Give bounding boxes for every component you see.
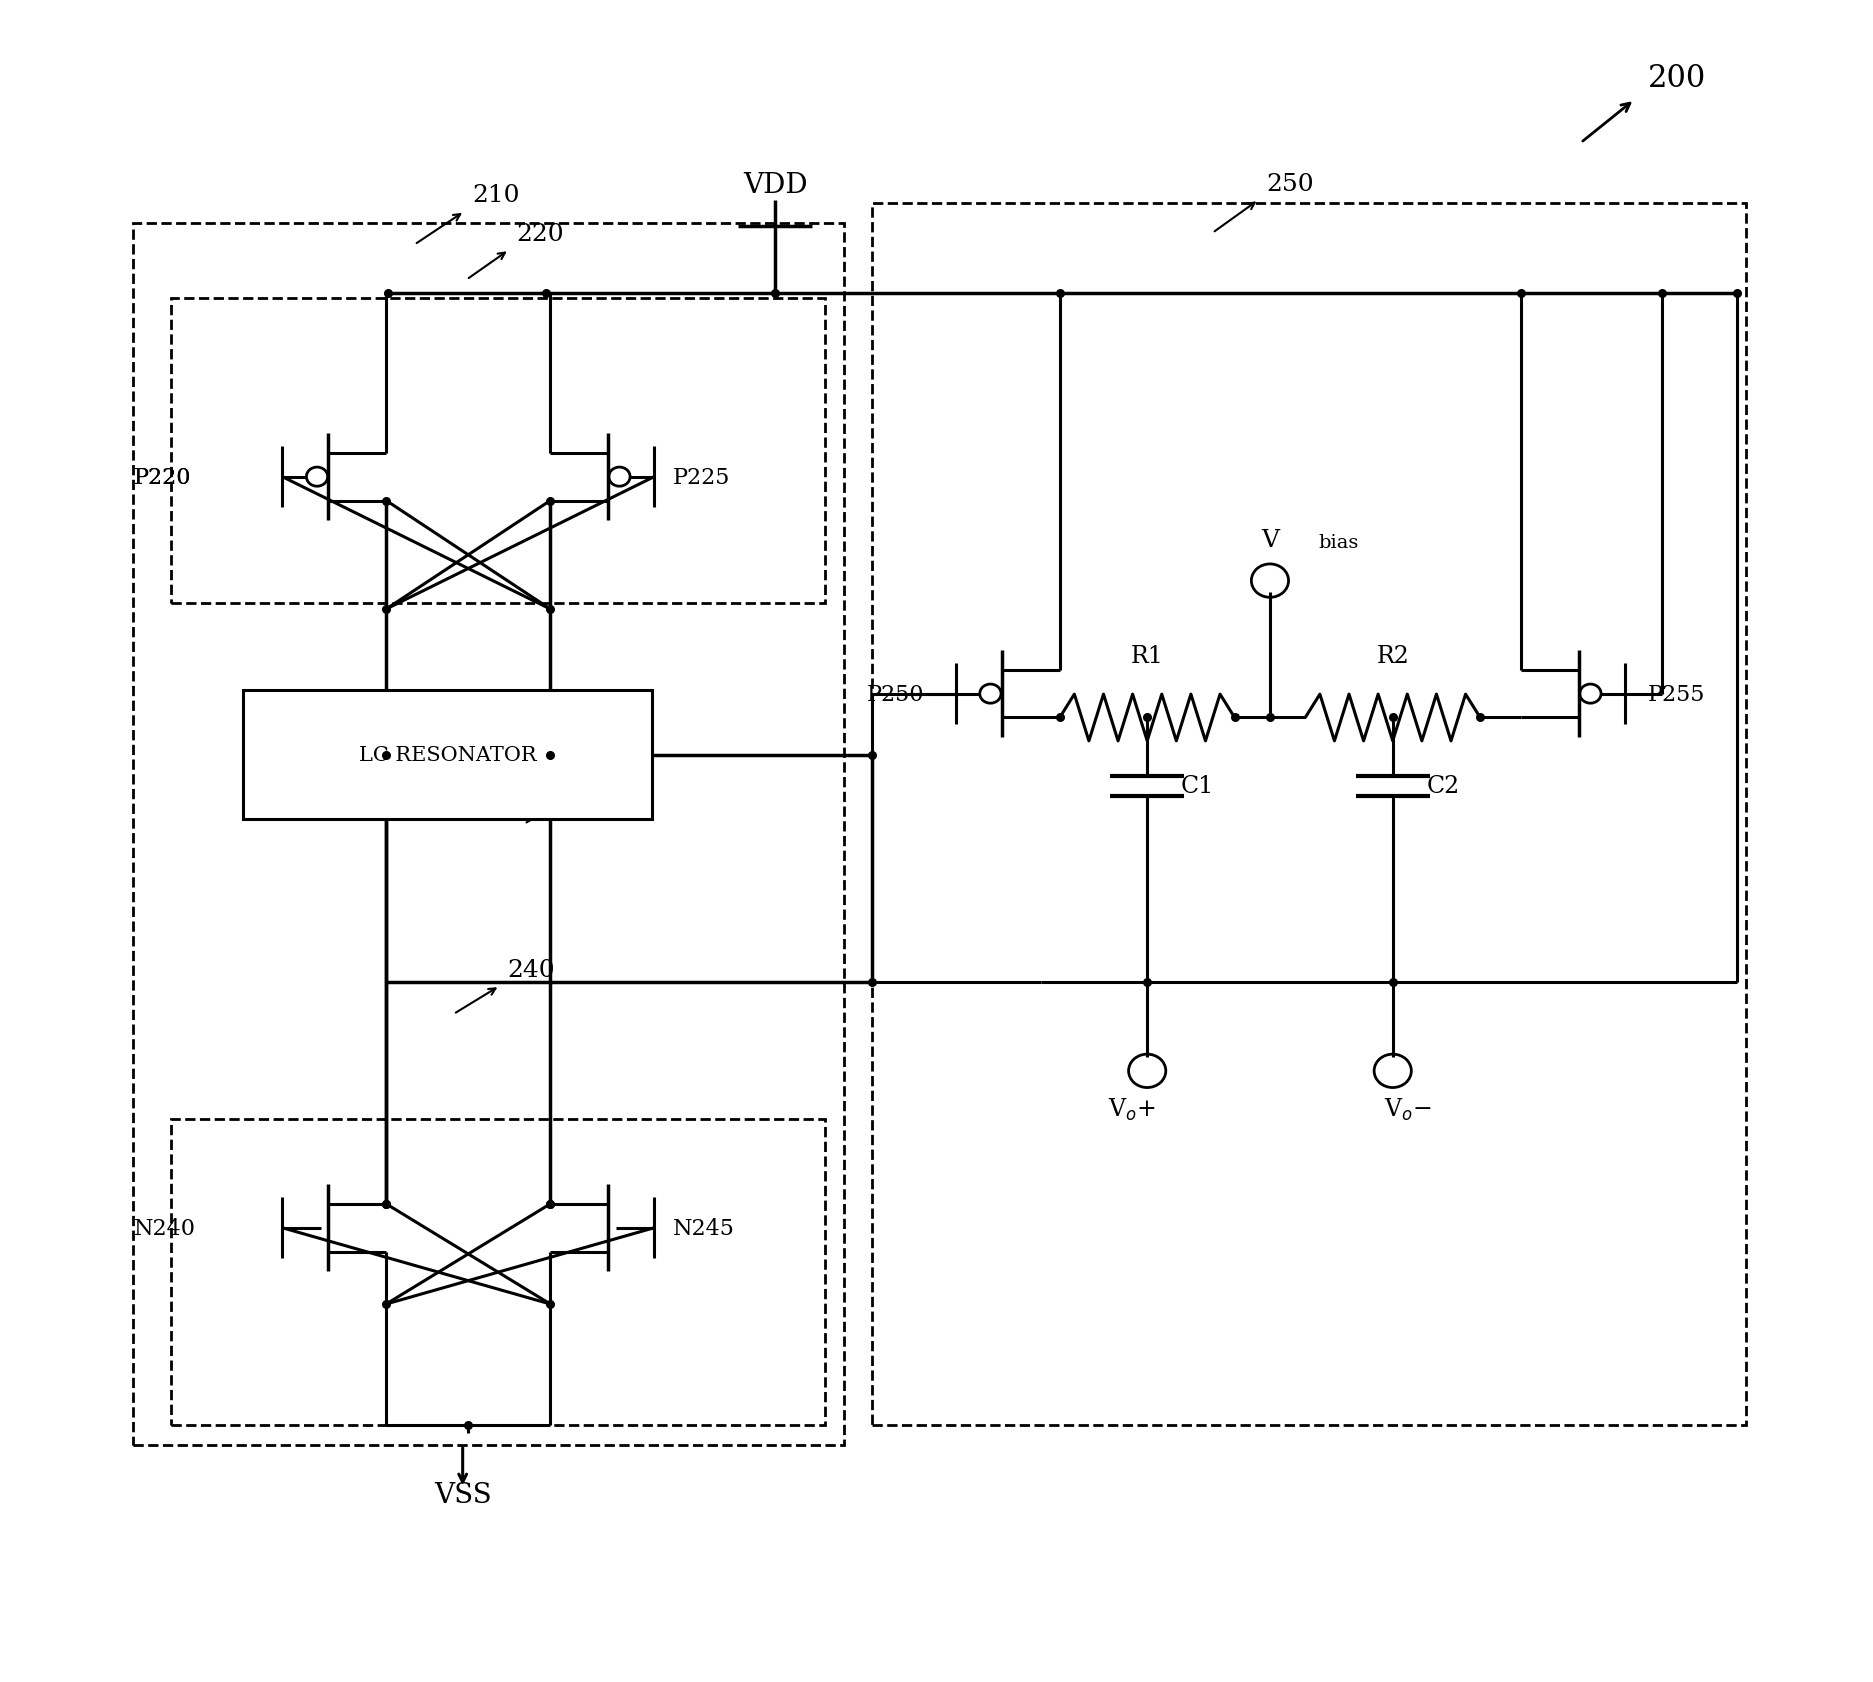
Text: LC RESONATOR: LC RESONATOR bbox=[360, 745, 536, 765]
Text: P220: P220 bbox=[133, 466, 191, 488]
Bar bbox=[133, 224, 843, 1445]
Text: C2: C2 bbox=[1425, 775, 1459, 797]
Text: 220: 220 bbox=[517, 222, 564, 246]
Bar bbox=[170, 299, 824, 604]
Text: N245: N245 bbox=[672, 1218, 734, 1240]
Text: P250: P250 bbox=[865, 683, 923, 705]
Text: P225: P225 bbox=[672, 466, 730, 488]
Text: bias: bias bbox=[1317, 533, 1358, 552]
Text: P255: P255 bbox=[1646, 683, 1704, 705]
Text: V$_o$−: V$_o$− bbox=[1382, 1097, 1431, 1122]
Text: 200: 200 bbox=[1646, 62, 1704, 94]
Text: V: V bbox=[1261, 528, 1277, 552]
Text: 240: 240 bbox=[508, 959, 554, 981]
Text: P220: P220 bbox=[133, 466, 191, 488]
Text: R2: R2 bbox=[1375, 644, 1408, 668]
Text: 230: 230 bbox=[581, 769, 629, 791]
Bar bbox=[170, 1120, 824, 1425]
Text: VDD: VDD bbox=[742, 172, 807, 198]
Text: R1: R1 bbox=[1129, 644, 1163, 668]
Text: V$_o$+: V$_o$+ bbox=[1109, 1097, 1156, 1122]
Text: C1: C1 bbox=[1180, 775, 1214, 797]
Bar bbox=[243, 691, 652, 819]
Text: 210: 210 bbox=[472, 183, 519, 207]
Text: VSS: VSS bbox=[435, 1482, 491, 1509]
Text: N240: N240 bbox=[133, 1218, 195, 1240]
Bar bbox=[871, 204, 1746, 1425]
Text: 250: 250 bbox=[1266, 173, 1313, 195]
